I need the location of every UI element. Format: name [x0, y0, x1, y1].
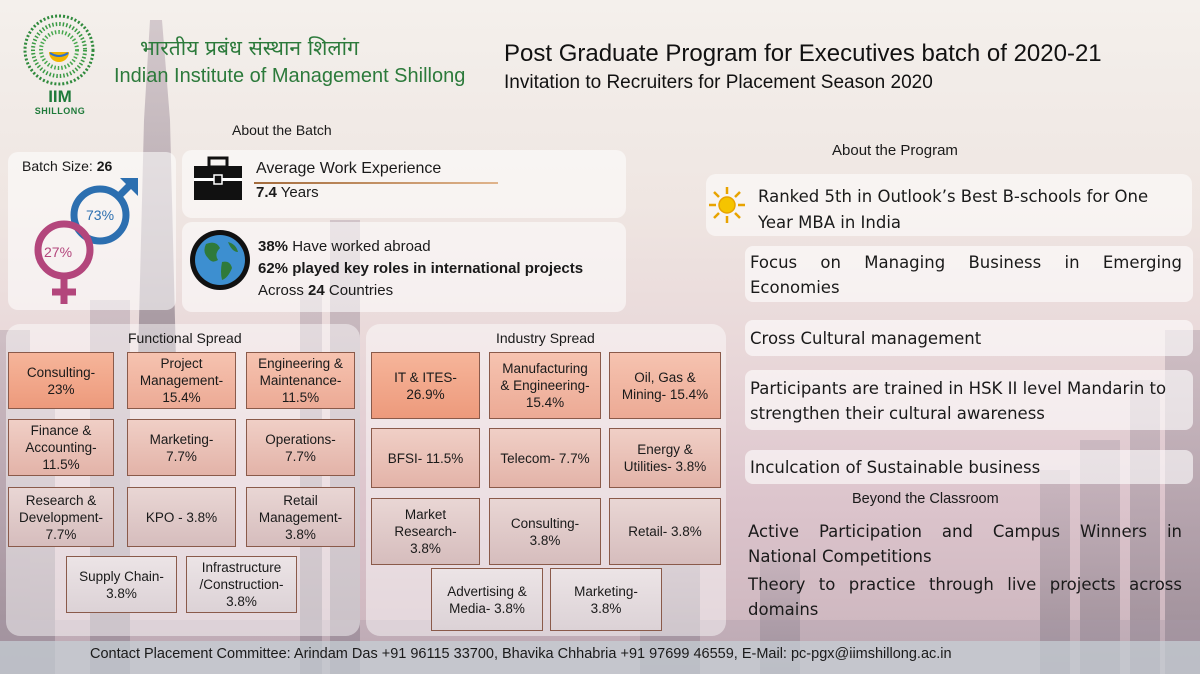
batch-size-label: Batch Size:	[22, 158, 97, 174]
ranking-text: Ranked 5th in Outlook’s Best B-schools f…	[758, 187, 1149, 232]
countries-prefix: Across	[258, 282, 309, 299]
female-symbol-icon	[34, 220, 94, 304]
countries-suffix: Countries	[324, 282, 394, 299]
functional-cell-finance: Finance & Accounting- 11.5%	[8, 419, 114, 476]
institute-name-english: Indian Institute of Management Shillong	[114, 65, 466, 87]
beyond-classroom-heading: Beyond the Classroom	[852, 491, 999, 507]
footer-bar	[0, 641, 1200, 674]
functional-cell-infrastructure: Infrastructure /Construction- 3.8%	[186, 556, 297, 613]
international-exposure-text: 38% Have worked abroad 62% played key ro…	[258, 236, 583, 302]
industry-cell-market-research: Market Research- 3.8%	[371, 498, 480, 565]
logo-wordmark: IIM SHILLONG	[28, 88, 92, 116]
footer-contact: Contact Placement Committee: Arindam Das…	[90, 646, 952, 662]
batch-size-panel	[8, 152, 176, 310]
functional-cell-engineering: Engineering & Maintenance- 11.5%	[246, 352, 355, 409]
functional-cell-consulting: Consulting- 23%	[8, 352, 114, 409]
industry-cell-telecom: Telecom- 7.7%	[489, 428, 601, 488]
industry-cell-bfsi: BFSI- 11.5%	[371, 428, 480, 488]
page-subtitle: Invitation to Recruiters for Placement S…	[504, 72, 933, 93]
beyond-point-live-projects: Theory to practice through live projects…	[748, 575, 1182, 619]
industry-cell-manufacturing: Manufacturing & Engineering- 15.4%	[489, 352, 601, 419]
iim-shillong-logo	[23, 14, 95, 86]
program-point-panel	[745, 370, 1193, 430]
ranking-panel	[706, 174, 1192, 236]
industry-cell-retail: Retail- 3.8%	[609, 498, 721, 565]
abroad-pct: 38%	[258, 238, 289, 255]
page-title: Post Graduate Program for Executives bat…	[504, 40, 1102, 67]
female-percentage: 27%	[44, 244, 73, 260]
program-point-sustainable: Inculcation of Sustainable business	[750, 458, 1041, 477]
batch-size-value: 26	[96, 158, 113, 174]
logo-line2: SHILLONG	[34, 106, 86, 116]
male-percentage: 73%	[86, 207, 115, 223]
industry-cell-it: IT & ITES- 26.9%	[371, 352, 480, 419]
functional-cell-retail: Retail Management- 3.8%	[246, 487, 355, 547]
briefcase-icon	[194, 156, 242, 200]
program-point-cross-cultural: Cross Cultural management	[750, 329, 982, 348]
program-point-panel	[745, 246, 1193, 302]
globe-icon	[190, 230, 250, 290]
industry-spread-title: Industry Spread	[496, 330, 595, 346]
institute-name-hindi: भारतीय प्रबंध संस्थान शिलांग	[140, 36, 359, 60]
work-experience-panel	[182, 150, 626, 218]
industry-cell-oil-gas: Oil, Gas & Mining- 15.4%	[609, 352, 721, 419]
industry-cell-marketing: Marketing- 3.8%	[550, 568, 662, 631]
abroad-text: Have worked abroad	[288, 238, 431, 255]
functional-cell-research: Research & Development- 7.7%	[8, 487, 114, 547]
about-program-heading: About the Program	[832, 142, 958, 159]
program-point-panel	[745, 320, 1193, 356]
industry-cell-consulting: Consulting- 3.8%	[489, 498, 601, 565]
beyond-point-competitions: Active Participation and Campus Winners …	[748, 522, 1182, 566]
work-experience-number: 7.4	[256, 184, 277, 201]
functional-cell-operations: Operations- 7.7%	[246, 419, 355, 476]
functional-cell-kpo: KPO - 3.8%	[127, 487, 236, 547]
countries-value: 24	[308, 282, 325, 299]
intl-projects-text: 62% played key roles in international pr…	[258, 260, 584, 277]
program-point-mandarin: Participants are trained in HSK II level…	[750, 379, 1167, 423]
work-experience-unit: Years	[276, 184, 319, 201]
countries-line: Across 24 Countries	[258, 280, 583, 302]
abroad-line: 38% Have worked abroad	[258, 236, 583, 258]
work-experience-value: 7.4 Years	[256, 184, 319, 201]
functional-cell-marketing: Marketing- 7.7%	[127, 419, 236, 476]
functional-spread-title: Functional Spread	[128, 330, 242, 346]
logo-line1: IIM	[48, 87, 72, 106]
industry-cell-advertising: Advertising & Media- 3.8%	[431, 568, 543, 631]
about-batch-heading: About the Batch	[232, 122, 332, 138]
functional-cell-project-management: Project Management- 15.4%	[127, 352, 236, 409]
international-exposure-panel	[182, 222, 626, 312]
work-experience-label: Average Work Experience	[256, 160, 442, 177]
functional-cell-supply-chain: Supply Chain- 3.8%	[66, 556, 177, 613]
divider	[254, 182, 498, 184]
industry-cell-energy: Energy & Utilities- 3.8%	[609, 428, 721, 488]
male-symbol-icon	[70, 178, 138, 245]
program-point-panel	[745, 450, 1193, 484]
sun-icon	[709, 187, 745, 223]
program-point-emerging: Focus on Managing Business in Emerging E…	[750, 253, 1182, 297]
batch-size: Batch Size: 26	[22, 158, 112, 174]
intl-projects-line: 62% played key roles in international pr…	[258, 258, 583, 280]
gender-symbols-icon	[34, 178, 138, 304]
